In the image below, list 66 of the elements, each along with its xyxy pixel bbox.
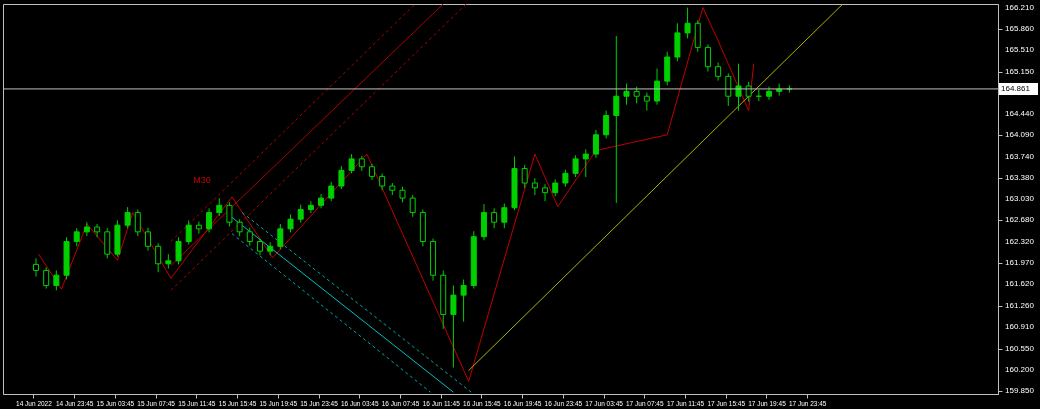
y-tick-label: 165.860 (1005, 23, 1035, 33)
candlestick (144, 227, 151, 252)
y-tick-label: 163.030 (1005, 194, 1035, 204)
candlestick (277, 223, 284, 250)
y-tick-label: 163.380 (1005, 173, 1035, 183)
candlestick (287, 213, 294, 233)
candlestick (185, 219, 192, 246)
candlestick (582, 148, 589, 178)
candlestick (206, 207, 213, 233)
candlestick (226, 201, 233, 227)
candlestick (531, 177, 538, 196)
candlestick (348, 153, 355, 174)
ref-line-label: 164.861 (1001, 83, 1031, 93)
candlestick (338, 165, 345, 190)
candlestick (603, 110, 610, 139)
candlestick (175, 236, 182, 265)
candlestick (155, 242, 162, 273)
candlestick (297, 204, 304, 224)
candlestick (83, 221, 90, 237)
candlestick (216, 197, 223, 217)
candlestick (94, 223, 101, 238)
candlestick (450, 285, 457, 368)
y-tick-label: 159.850 (1005, 385, 1035, 395)
candlestick (409, 194, 416, 218)
y-tick-label: 161.620 (1005, 279, 1035, 289)
candlestick (613, 35, 620, 204)
candlestick (328, 181, 335, 202)
candlestick (623, 83, 630, 106)
candlestick (654, 68, 661, 106)
candlestick (735, 63, 742, 112)
candlestick (521, 164, 528, 189)
line-series (38, 7, 755, 382)
candlestick (53, 269, 60, 291)
candlestick (73, 227, 80, 247)
candlestick (684, 7, 691, 39)
y-tick-label: 162.680 (1005, 215, 1035, 225)
y-tick-label: 161.970 (1005, 258, 1035, 268)
candlestick (33, 257, 39, 277)
y-tick-label: 160.550 (1005, 343, 1035, 353)
candlestick (43, 266, 50, 290)
candlestick (725, 72, 732, 107)
y-tick-label: 160.200 (1005, 364, 1035, 374)
y-tick-label: 162.320 (1005, 237, 1035, 247)
y-tick-label: 160.910 (1005, 322, 1035, 332)
annotation: M30 (193, 175, 211, 185)
y-tick-label: 165.150 (1005, 66, 1035, 76)
candlestick (134, 209, 141, 237)
candlestick (491, 207, 498, 229)
y-tick-label: 165.510 (1005, 44, 1035, 54)
candlestick (592, 129, 599, 159)
candlestick (704, 43, 711, 73)
candlestick (460, 278, 467, 323)
candlestick (104, 227, 111, 259)
candlestick (542, 183, 549, 202)
y-tick-label: 161.260 (1005, 300, 1035, 310)
candlestick (643, 92, 650, 112)
candlestick (307, 200, 314, 214)
y-tick-label: 163.740 (1005, 151, 1035, 161)
candlestick (501, 203, 508, 229)
candlestick (715, 61, 722, 82)
candlestick (572, 154, 579, 178)
y-tick-label: 166.210 (1005, 2, 1035, 12)
candlestick (124, 206, 131, 229)
y-tick-label: 164.440 (1005, 109, 1035, 119)
candlestick (246, 227, 253, 247)
y-tick-label: 164.090 (1005, 130, 1035, 140)
